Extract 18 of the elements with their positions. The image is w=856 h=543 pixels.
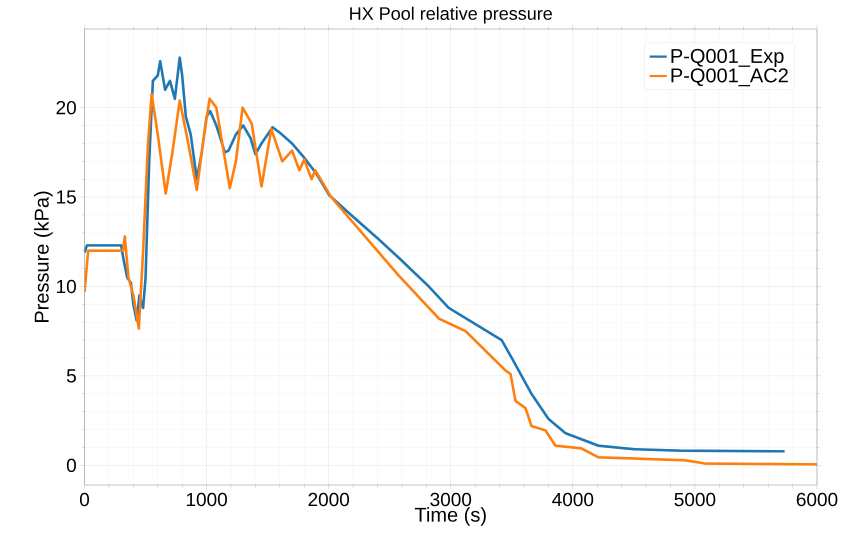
y-tick-label: 10 [57, 280, 76, 294]
y-tick-label: 5 [66, 369, 76, 383]
x-tick-label: 0 [80, 492, 90, 506]
chart-title: HX Pool relative pressure [350, 6, 552, 24]
x-tick-label: 2000 [308, 492, 350, 506]
y-tick-label: 0 [66, 458, 76, 472]
x-tick-label: 4000 [552, 492, 594, 506]
x-axis-title: Time (s) [414, 507, 486, 526]
legend-label: P-Q001_AC2 [672, 68, 788, 86]
x-tick-label: 6000 [796, 492, 838, 506]
line-series [84, 92, 817, 466]
x-tick-label: 5000 [674, 492, 716, 506]
x-tick-label: 3000 [430, 492, 472, 506]
y-tick-label: 20 [56, 100, 76, 114]
y-tick-label: 15 [57, 190, 76, 204]
y-axis-title: Pressure (kPa) [34, 192, 53, 322]
legend-label: P-Q001_Exp [672, 48, 784, 67]
x-tick-label: 1000 [186, 492, 227, 506]
